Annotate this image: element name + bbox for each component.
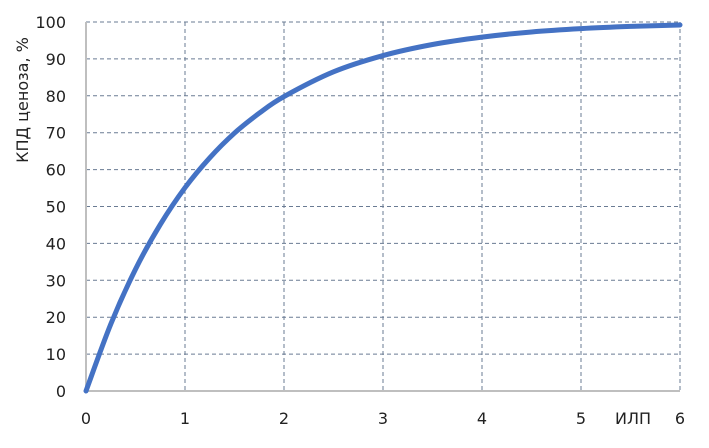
x-tick-label: 0 xyxy=(81,409,91,428)
x-tick-label: 5 xyxy=(576,409,586,428)
axes xyxy=(85,22,680,392)
x-tick-label: 3 xyxy=(378,409,388,428)
y-tick-label: 30 xyxy=(46,271,66,290)
y-tick-label: 40 xyxy=(46,234,66,253)
y-tick-label: 20 xyxy=(46,308,66,327)
y-tick-label: 50 xyxy=(46,198,66,217)
x-tick-label: 2 xyxy=(279,409,289,428)
y-tick-label: 60 xyxy=(46,161,66,180)
x-tick-label: 4 xyxy=(477,409,487,428)
x-tick-label: 6 xyxy=(675,409,685,428)
y-axis-label: КПД ценоза, % xyxy=(13,37,32,163)
y-tick-label: 100 xyxy=(35,13,66,32)
y-tick-label: 70 xyxy=(46,124,66,143)
x-tick-label: 1 xyxy=(180,409,190,428)
grid xyxy=(86,21,681,391)
x-axis-label: ИЛП xyxy=(615,409,651,428)
y-tick-label: 80 xyxy=(46,87,66,106)
y-tick-label: 90 xyxy=(46,50,66,69)
y-tick-label: 10 xyxy=(46,345,66,364)
series-line xyxy=(83,22,683,394)
y-tick-label: 0 xyxy=(56,382,66,401)
